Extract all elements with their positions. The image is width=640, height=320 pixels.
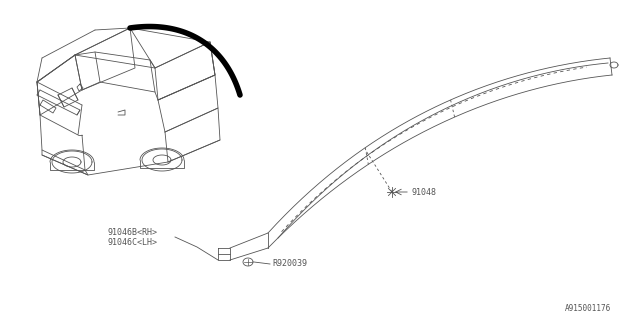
Text: 91046C<LH>: 91046C<LH>: [107, 237, 157, 246]
Text: R920039: R920039: [272, 260, 307, 268]
Text: 91048: 91048: [412, 188, 437, 196]
Text: A915001176: A915001176: [565, 304, 611, 313]
Text: 91046B<RH>: 91046B<RH>: [107, 228, 157, 236]
